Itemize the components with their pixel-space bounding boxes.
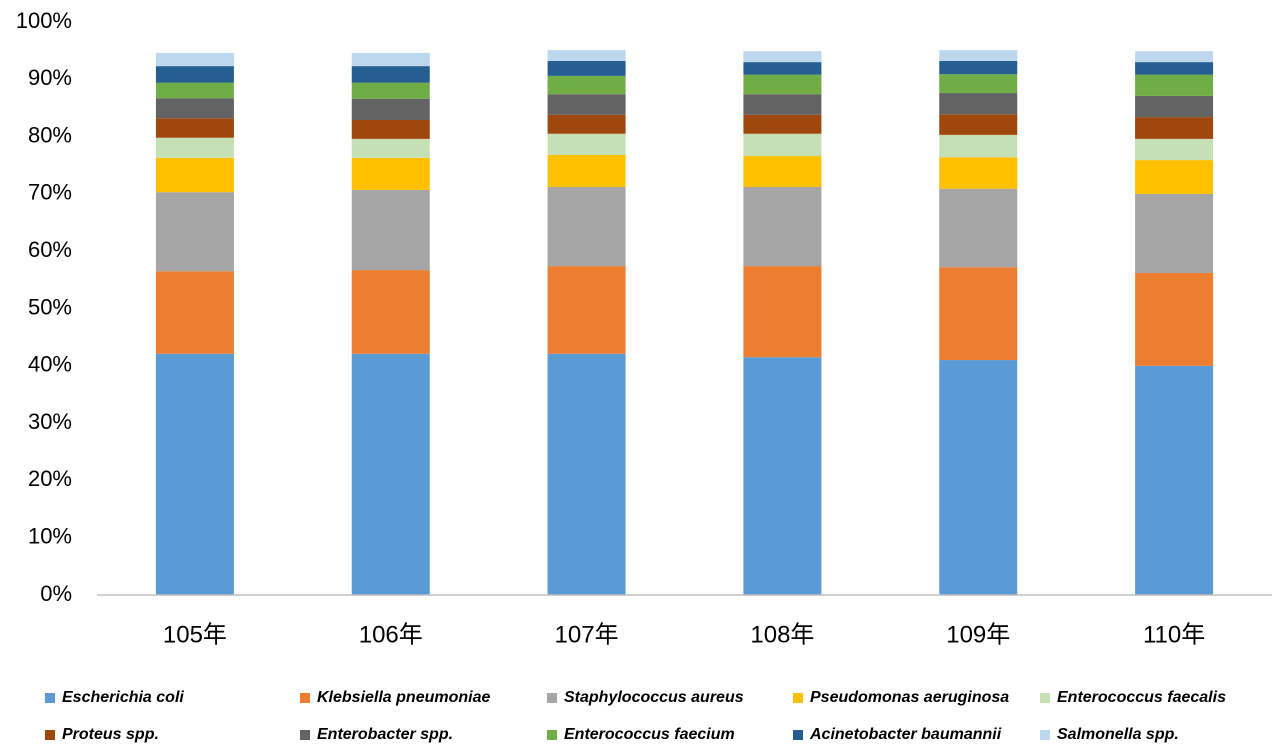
x-tick-label: 110年 [1143,621,1205,648]
y-tick-label: 100% [16,8,72,33]
y-tick-label: 10% [28,524,72,549]
x-tick-label: 108年 [750,621,814,648]
bar-segment [743,62,822,75]
bar-segment [939,360,1018,595]
y-tick-label: 80% [28,122,72,147]
legend-label: Enterococcus faecium [564,726,735,743]
bar-segment [939,157,1018,189]
legend-label: Klebsiella pneumoniae [317,689,490,706]
bar-segment [743,357,822,595]
legend-swatch [45,730,55,740]
bar-segment [547,266,626,354]
bar-segment [155,137,234,158]
bar-segment [351,98,430,120]
bar-segment [743,94,822,115]
y-tick-label: 90% [28,65,72,90]
bar-segment [743,156,822,188]
legend-label: Pseudomonas aeruginosa [810,689,1009,706]
bar-segment [547,133,626,155]
bar-segment [939,93,1018,115]
bar-segment [1135,51,1214,63]
legend-label: Staphylococcus aureus [564,689,744,706]
legend-swatch [45,693,55,703]
bar-segment [939,188,1018,268]
bar-segment [939,50,1018,61]
y-tick-label: 50% [28,294,72,319]
legend-label: Proteus spp. [62,726,159,743]
legend-label: Acinetobacter baumannii [809,726,1002,743]
bar-segment [1135,74,1214,96]
bar-segment [939,60,1018,75]
bar-segment [1135,160,1214,194]
bar-segment [155,82,234,99]
y-tick-label: 70% [28,180,72,205]
y-tick-label: 20% [28,466,72,491]
legend-swatch [1040,693,1050,703]
bar-segment [743,133,822,157]
bar-segment [351,270,430,354]
bar-segment [155,52,234,67]
bar-segment [351,189,430,271]
bar-segment [351,353,430,595]
legend-swatch [793,730,803,740]
legend-swatch [547,730,557,740]
bar-segment [939,74,1018,94]
legend-label: Enterococcus faecalis [1057,689,1226,706]
bar-segment [547,154,626,188]
bar-segment [155,66,234,83]
bar-segment [155,157,234,193]
bar-segment [155,271,234,354]
bar-segment [743,187,822,267]
legend-swatch [300,693,310,703]
bar-segment [547,75,626,95]
bar-segment [351,66,430,83]
legend-swatch [547,693,557,703]
bar-segment [1135,365,1214,595]
bar-segment [1135,62,1214,75]
bar-segment [743,74,822,95]
legend-swatch [1040,730,1050,740]
legend-swatch [793,693,803,703]
bar-segment [939,134,1018,158]
legend-label: Salmonella spp. [1057,726,1179,743]
x-tick-label: 107年 [555,621,619,648]
bar-segment [743,266,822,358]
bar-segment [351,138,430,158]
bar-segment [351,52,430,67]
bar-segment [1135,272,1214,366]
bar-segment [547,187,626,267]
bar-segment [1135,193,1214,273]
bar-segment [1135,117,1214,139]
bar-segment [155,353,234,595]
x-tick-label: 106年 [359,621,423,648]
bar-segment [939,114,1018,135]
bar-segment [547,114,626,134]
bar-segment [743,114,822,134]
bar-segment [1135,138,1214,161]
bar-segment [547,94,626,115]
x-tick-label: 109年 [946,621,1010,648]
y-tick-label: 40% [28,352,72,377]
legend-label: Enterobacter spp. [317,726,453,743]
bar-segment [351,157,430,190]
bar-segment [547,60,626,76]
legend-swatch [300,730,310,740]
x-tick-label: 105年 [163,621,227,648]
bar-segment [351,82,430,99]
bar-segment [743,51,822,63]
bar-segment [939,267,1018,361]
bar-segment [155,98,234,119]
bar-segment [547,50,626,61]
y-tick-label: 30% [28,409,72,434]
y-tick-label: 60% [28,237,72,262]
bar-segment [155,118,234,138]
y-tick-label: 0% [40,581,72,606]
legend-label: Escherichia coli [62,689,184,706]
bar-segment [547,353,626,595]
bar-segment [155,192,234,272]
bar-segment [351,119,430,139]
bar-segment [1135,95,1214,118]
